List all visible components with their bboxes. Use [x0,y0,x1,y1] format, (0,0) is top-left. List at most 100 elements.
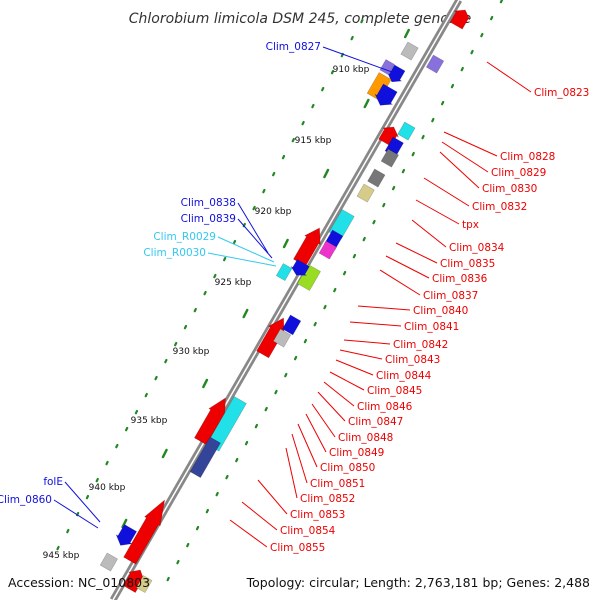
tick-mark-71 [242,308,249,319]
tick-mark-1 [350,35,354,41]
tick-mark-63 [195,525,200,531]
kbp-label-935: 935 kbp [131,416,168,426]
kbp-label-920: 920 kbp [255,207,292,217]
leader-right-24 [241,501,278,531]
tick-mark-49 [333,287,337,293]
gene-label-right-24: Clim_0854 [280,525,336,537]
tick-mark-46 [362,236,366,242]
gene-label-right-10: Clim_0840 [413,305,468,317]
gene-feature-21 [282,314,302,336]
tick-mark-37 [450,83,455,89]
tick-mark-26 [105,460,109,466]
tick-mark-70 [282,238,289,249]
gene-label-right-20: Clim_0850 [320,462,375,474]
leader-right-4 [423,177,470,207]
kbp-label-930: 930 kbp [173,347,210,357]
leader-left-6 [53,499,99,529]
gene-feature-19 [290,259,310,276]
tick-mark-66 [166,576,170,582]
tick-mark-61 [215,491,219,497]
leader-right-2 [441,141,489,173]
tick-mark-32 [499,0,504,4]
gene-feature-30 [135,575,153,594]
tick-mark-31 [56,545,60,551]
gene-feature-18 [275,263,293,282]
gene-feature-2 [400,41,419,61]
tick-mark-54 [284,372,288,378]
gene-label-right-3: Clim_0830 [482,183,537,195]
gene-label-right-18: Clim_0848 [338,432,393,444]
leader-right-16 [323,381,355,407]
leader-left-2 [237,218,273,259]
gene-label-right-12: Clim_0842 [393,339,448,351]
gene-label-left-6: Clim_0860 [0,494,52,506]
leader-right-8 [385,255,430,279]
leader-right-14 [335,359,374,376]
leader-left-0 [322,46,393,73]
gene-label-right-22: Clim_0852 [300,493,355,505]
tick-marks [56,0,504,582]
tick-mark-39 [431,117,435,123]
gene-feature-25 [189,436,221,479]
tick-mark-19 [174,341,178,347]
leader-left-3 [217,236,275,263]
gene-label-right-17: Clim_0847 [348,416,403,428]
gene-feature-11 [367,168,386,188]
tick-mark-33 [489,15,494,21]
leader-right-6 [411,219,447,248]
tick-mark-35 [470,49,474,55]
gene-feature-6 [374,83,398,106]
tick-mark-68 [363,98,370,109]
tick-mark-3 [330,69,335,75]
leader-right-11 [349,321,402,327]
leader-right-13 [339,349,383,360]
tick-mark-13 [232,239,237,245]
tick-mark-62 [205,508,209,514]
tick-mark-43 [391,185,396,191]
tick-mark-56 [264,406,268,412]
gene-label-right-7: Clim_0835 [440,258,495,270]
leader-right-19 [305,413,327,453]
leader-right-22 [285,447,298,499]
gene-feature-0 [449,9,471,30]
gene-label-left-1: Clim_0838 [181,197,236,209]
tick-mark-23 [134,409,139,415]
leader-right-10 [357,305,411,311]
leader-left-4 [207,252,277,267]
gene-label-right-2: Clim_0829 [491,167,546,179]
tick-mark-16 [203,290,207,296]
gene-feature-26 [123,499,166,565]
gene-label-left-4: Clim_R0030 [143,247,206,259]
gene-feature-3 [386,64,406,83]
gene-label-right-21: Clim_0851 [310,478,365,490]
leader-right-5 [415,199,460,225]
tick-mark-50 [323,304,327,310]
tick-mark-65 [176,559,180,565]
gene-label-right-13: Clim_0843 [385,354,440,366]
tick-mark-69 [323,168,330,179]
leader-left-5 [64,481,101,523]
tick-mark-34 [480,32,484,38]
summary-text: Topology: circular; Length: 2,763,181 bp… [246,575,590,590]
tick-mark-47 [352,253,357,259]
tick-mark-4 [321,86,325,92]
tick-mark-20 [164,358,168,364]
tick-mark-64 [186,542,190,548]
tick-mark-25 [115,443,119,449]
leader-right-15 [329,371,365,391]
gene-label-right-1: Clim_0828 [500,151,555,163]
tick-mark-24 [124,426,129,432]
gene-label-left-3: Clim_R0029 [153,231,216,243]
gene-label-right-16: Clim_0846 [357,401,413,413]
gene-label-left-2: Clim_0839 [181,213,236,225]
gene-label-right-5: tpx [462,219,479,231]
gene-label-right-25: Clim_0855 [270,542,325,554]
gene-label-right-23: Clim_0853 [290,509,345,521]
tick-mark-51 [313,321,317,327]
gene-feature-8 [397,121,416,141]
gene-label-right-11: Clim_0841 [404,321,459,333]
gene-label-right-6: Clim_0834 [449,242,505,254]
tick-mark-74 [121,518,128,529]
leader-right-1 [443,131,498,157]
